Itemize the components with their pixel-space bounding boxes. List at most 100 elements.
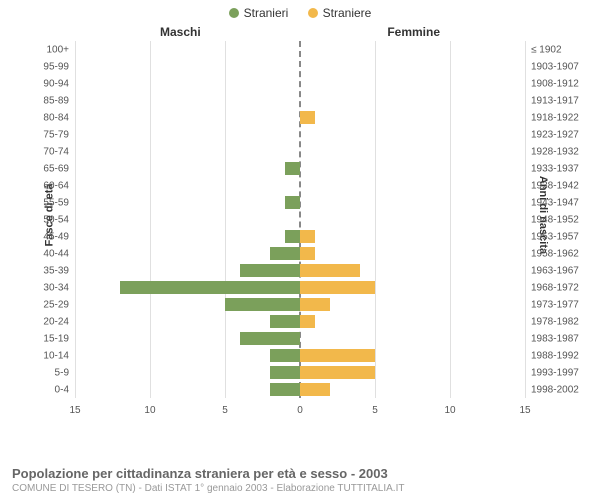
birth-label: 1973-1977 — [531, 299, 583, 310]
table-row: 20-241978-1982 — [75, 313, 525, 330]
bar-male — [240, 332, 300, 345]
table-row: 85-891913-1917 — [75, 92, 525, 109]
side-title-male: Maschi — [160, 25, 201, 39]
chart-area: Maschi Femmine Fasce di età Anni di nasc… — [20, 23, 580, 418]
age-label: 10-14 — [21, 350, 69, 361]
birth-label: 1948-1952 — [531, 214, 583, 225]
legend-swatch-male — [229, 8, 239, 18]
gridline — [525, 41, 526, 398]
age-label: 30-34 — [21, 282, 69, 293]
footer: Popolazione per cittadinanza straniera p… — [12, 466, 588, 494]
birth-label: 1943-1947 — [531, 197, 583, 208]
birth-label: 1938-1942 — [531, 180, 583, 191]
age-label: 20-24 — [21, 316, 69, 327]
birth-label: 1923-1927 — [531, 129, 583, 140]
age-label: 0-4 — [21, 384, 69, 395]
table-row: 30-341968-1972 — [75, 279, 525, 296]
x-tick: 0 — [297, 405, 303, 416]
birth-label: 1908-1912 — [531, 78, 583, 89]
age-label: 70-74 — [21, 146, 69, 157]
bar-female — [300, 230, 315, 243]
bar-female — [300, 349, 375, 362]
footer-title: Popolazione per cittadinanza straniera p… — [12, 466, 588, 481]
age-label: 90-94 — [21, 78, 69, 89]
age-label: 35-39 — [21, 265, 69, 276]
x-tick: 10 — [444, 405, 455, 416]
age-label: 55-59 — [21, 197, 69, 208]
birth-label: 1998-2002 — [531, 384, 583, 395]
bar-male — [285, 162, 300, 175]
table-row: 35-391963-1967 — [75, 262, 525, 279]
table-row: 15-191983-1987 — [75, 330, 525, 347]
bar-male — [270, 247, 300, 260]
table-row: 65-691933-1937 — [75, 160, 525, 177]
bar-female — [300, 298, 330, 311]
age-label: 5-9 — [21, 367, 69, 378]
birth-label: 1903-1907 — [531, 61, 583, 72]
bar-female — [300, 315, 315, 328]
table-row: 60-641938-1942 — [75, 177, 525, 194]
age-label: 95-99 — [21, 61, 69, 72]
plot-area: 15105051015100+≤ 190295-991903-190790-94… — [75, 41, 525, 398]
age-label: 25-29 — [21, 299, 69, 310]
bar-female — [300, 111, 315, 124]
age-label: 85-89 — [21, 95, 69, 106]
footer-subtitle: COMUNE DI TESERO (TN) - Dati ISTAT 1° ge… — [12, 483, 588, 494]
table-row: 75-791923-1927 — [75, 126, 525, 143]
side-title-female: Femmine — [387, 25, 440, 39]
x-tick: 15 — [69, 405, 80, 416]
age-label: 50-54 — [21, 214, 69, 225]
bar-male — [270, 349, 300, 362]
bar-female — [300, 247, 315, 260]
legend-item-female: Straniere — [308, 6, 372, 20]
bar-female — [300, 383, 330, 396]
table-row: 10-141988-1992 — [75, 347, 525, 364]
age-label: 75-79 — [21, 129, 69, 140]
bar-male — [285, 196, 300, 209]
age-label: 45-49 — [21, 231, 69, 242]
birth-label: 1933-1937 — [531, 163, 583, 174]
x-tick: 15 — [519, 405, 530, 416]
x-tick: 5 — [222, 405, 228, 416]
bar-male — [120, 281, 300, 294]
bar-male — [285, 230, 300, 243]
age-label: 40-44 — [21, 248, 69, 259]
table-row: 95-991903-1907 — [75, 58, 525, 75]
legend-label-male: Stranieri — [244, 6, 289, 20]
birth-label: 1993-1997 — [531, 367, 583, 378]
age-label: 100+ — [21, 44, 69, 55]
table-row: 25-291973-1977 — [75, 296, 525, 313]
legend-swatch-female — [308, 8, 318, 18]
table-row: 0-41998-2002 — [75, 381, 525, 398]
age-label: 60-64 — [21, 180, 69, 191]
birth-label: 1978-1982 — [531, 316, 583, 327]
birth-label: 1988-1992 — [531, 350, 583, 361]
birth-label: ≤ 1902 — [531, 44, 583, 55]
x-tick: 5 — [372, 405, 378, 416]
bar-male — [240, 264, 300, 277]
birth-label: 1913-1917 — [531, 95, 583, 106]
age-label: 15-19 — [21, 333, 69, 344]
bar-male — [270, 315, 300, 328]
bar-female — [300, 281, 375, 294]
legend-label-female: Straniere — [323, 6, 372, 20]
table-row: 90-941908-1912 — [75, 75, 525, 92]
table-row: 100+≤ 1902 — [75, 41, 525, 58]
table-row: 40-441958-1962 — [75, 245, 525, 262]
birth-label: 1918-1922 — [531, 112, 583, 123]
birth-label: 1953-1957 — [531, 231, 583, 242]
x-tick: 10 — [144, 405, 155, 416]
table-row: 45-491953-1957 — [75, 228, 525, 245]
age-label: 65-69 — [21, 163, 69, 174]
bar-male — [225, 298, 300, 311]
table-row: 5-91993-1997 — [75, 364, 525, 381]
bar-female — [300, 264, 360, 277]
legend-item-male: Stranieri — [229, 6, 289, 20]
birth-label: 1958-1962 — [531, 248, 583, 259]
bar-male — [270, 366, 300, 379]
age-label: 80-84 — [21, 112, 69, 123]
legend: Stranieri Straniere — [0, 0, 600, 23]
birth-label: 1928-1932 — [531, 146, 583, 157]
table-row: 50-541948-1952 — [75, 211, 525, 228]
birth-label: 1968-1972 — [531, 282, 583, 293]
